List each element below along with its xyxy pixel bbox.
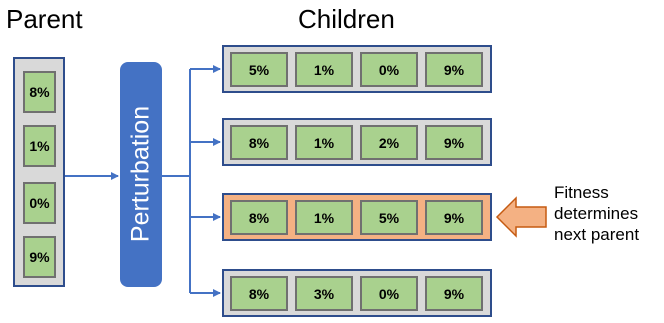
parent-gene-1: 8% — [23, 71, 56, 113]
child-1-gene-2: 1% — [295, 52, 353, 87]
child-4-gene-4: 9% — [425, 276, 483, 311]
child-3-gene-3: 5% — [360, 200, 418, 235]
child-1-gene-3: 0% — [360, 52, 418, 87]
child-genome-2: 8% 1% 2% 9% — [222, 118, 492, 166]
child-4-gene-1: 8% — [230, 276, 288, 311]
child-genome-3-selected: 8% 1% 5% 9% — [222, 193, 492, 241]
child-2-gene-2: 1% — [295, 125, 353, 160]
parent-gene-3: 0% — [23, 182, 56, 224]
fitness-annotation: Fitness determines next parent — [554, 182, 639, 245]
parent-genome: 8% 1% 0% 9% — [13, 57, 65, 287]
child-genome-1: 5% 1% 0% 9% — [222, 45, 492, 93]
child-4-gene-3: 0% — [360, 276, 418, 311]
selection-block-arrow — [495, 196, 547, 238]
child-2-gene-1: 8% — [230, 125, 288, 160]
child-3-gene-1: 8% — [230, 200, 288, 235]
parent-gene-2: 1% — [23, 125, 56, 167]
child-4-gene-2: 3% — [295, 276, 353, 311]
perturbation-label: Perturbation — [126, 105, 155, 243]
fitness-annotation-line-3: next parent — [554, 225, 640, 244]
perturbation-block — [120, 62, 162, 287]
child-3-gene-4: 9% — [425, 200, 483, 235]
parent-heading: Parent — [6, 4, 83, 34]
fitness-annotation-line-1: Fitness — [554, 183, 609, 202]
child-genome-4: 8% 3% 0% 9% — [222, 269, 492, 317]
parent-gene-4: 9% — [23, 236, 56, 278]
child-2-gene-4: 9% — [425, 125, 483, 160]
child-2-gene-3: 2% — [360, 125, 418, 160]
child-3-gene-2: 1% — [295, 200, 353, 235]
fitness-annotation-line-2: determines — [554, 204, 639, 223]
child-1-gene-4: 9% — [425, 52, 483, 87]
children-heading: Children — [298, 4, 395, 34]
child-1-gene-1: 5% — [230, 52, 288, 87]
